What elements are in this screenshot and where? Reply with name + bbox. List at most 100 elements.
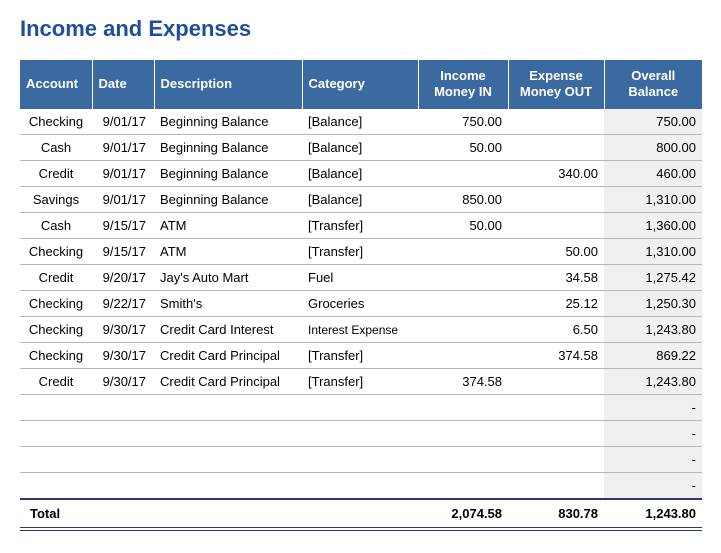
cell-expense [508, 395, 604, 421]
cell-income [418, 161, 508, 187]
cell-category: [Balance] [302, 187, 418, 213]
cell-balance: - [604, 421, 702, 447]
table-row: Savings9/01/17Beginning Balance[Balance]… [20, 187, 702, 213]
total-expense: 830.78 [508, 499, 604, 529]
cell-income: 50.00 [418, 213, 508, 239]
cell-expense: 374.58 [508, 343, 604, 369]
cell-description: Credit Card Principal [154, 369, 302, 395]
cell-expense [508, 109, 604, 135]
cell-balance: 1,310.00 [604, 187, 702, 213]
cell-expense [508, 473, 604, 500]
cell-description: Credit Card Principal [154, 343, 302, 369]
cell-expense: 50.00 [508, 239, 604, 265]
cell-date [92, 473, 154, 500]
cell-income: 750.00 [418, 109, 508, 135]
cell-description [154, 447, 302, 473]
table-row: Checking9/01/17Beginning Balance[Balance… [20, 109, 702, 135]
col-header-account: Account [20, 60, 92, 109]
cell-account: Checking [20, 291, 92, 317]
cell-account: Savings [20, 187, 92, 213]
cell-balance: 1,243.80 [604, 317, 702, 343]
cell-expense: 340.00 [508, 161, 604, 187]
col-header-category: Category [302, 60, 418, 109]
table-row: - [20, 473, 702, 500]
total-income: 2,074.58 [418, 499, 508, 529]
cell-date: 9/01/17 [92, 161, 154, 187]
cell-date: 9/01/17 [92, 187, 154, 213]
cell-expense [508, 213, 604, 239]
col-header-expense: ExpenseMoney OUT [508, 60, 604, 109]
cell-expense [508, 187, 604, 213]
cell-category: Interest Expense [302, 317, 418, 343]
cell-date: 9/01/17 [92, 135, 154, 161]
col-header-date: Date [92, 60, 154, 109]
cell-date: 9/15/17 [92, 213, 154, 239]
cell-expense [508, 447, 604, 473]
cell-category: [Balance] [302, 135, 418, 161]
table-row: Cash9/15/17ATM[Transfer]50.001,360.00 [20, 213, 702, 239]
cell-income [418, 395, 508, 421]
cell-account: Checking [20, 239, 92, 265]
cell-expense [508, 421, 604, 447]
table-row: - [20, 421, 702, 447]
cell-description: Jay's Auto Mart [154, 265, 302, 291]
cell-category: [Transfer] [302, 213, 418, 239]
table-row: Checking9/30/17Credit Card InterestInter… [20, 317, 702, 343]
cell-description: Smith's [154, 291, 302, 317]
cell-description: Credit Card Interest [154, 317, 302, 343]
cell-income: 50.00 [418, 135, 508, 161]
cell-income [418, 239, 508, 265]
table-row: Credit9/20/17Jay's Auto MartFuel34.581,2… [20, 265, 702, 291]
cell-category [302, 395, 418, 421]
cell-income [418, 447, 508, 473]
cell-balance: 1,275.42 [604, 265, 702, 291]
cell-category: [Balance] [302, 161, 418, 187]
cell-date: 9/20/17 [92, 265, 154, 291]
cell-account [20, 421, 92, 447]
cell-balance: 460.00 [604, 161, 702, 187]
cell-description: ATM [154, 213, 302, 239]
cell-category: [Transfer] [302, 369, 418, 395]
cell-expense: 6.50 [508, 317, 604, 343]
table-row: Checking9/30/17Credit Card Principal[Tra… [20, 343, 702, 369]
cell-category [302, 421, 418, 447]
cell-balance: 869.22 [604, 343, 702, 369]
cell-balance: 800.00 [604, 135, 702, 161]
cell-date: 9/22/17 [92, 291, 154, 317]
cell-category: Groceries [302, 291, 418, 317]
cell-account [20, 447, 92, 473]
cell-date [92, 421, 154, 447]
cell-income [418, 421, 508, 447]
cell-account [20, 473, 92, 500]
cell-income [418, 317, 508, 343]
table-row: Credit9/01/17Beginning Balance[Balance] 3… [20, 161, 702, 187]
cell-description [154, 473, 302, 500]
total-balance: 1,243.80 [604, 499, 702, 529]
cell-balance: 1,243.80 [604, 369, 702, 395]
col-header-balance: OverallBalance [604, 60, 702, 109]
col-header-desc: Description [154, 60, 302, 109]
cell-balance: - [604, 473, 702, 500]
cell-balance: 750.00 [604, 109, 702, 135]
table-footer: Total 2,074.58 830.78 1,243.80 [20, 499, 702, 529]
cell-account: Credit [20, 161, 92, 187]
cell-description: Beginning Balance [154, 109, 302, 135]
cell-description: Beginning Balance [154, 135, 302, 161]
cell-date [92, 447, 154, 473]
table-row: Checking9/22/17Smith'sGroceries25.121,25… [20, 291, 702, 317]
cell-account: Checking [20, 317, 92, 343]
cell-balance: 1,250.30 [604, 291, 702, 317]
cell-account: Credit [20, 265, 92, 291]
cell-description: ATM [154, 239, 302, 265]
ledger-table: Account Date Description Category Income… [20, 60, 702, 531]
cell-income [418, 291, 508, 317]
cell-description: Beginning Balance [154, 161, 302, 187]
table-row: Cash9/01/17Beginning Balance[Balance]50.… [20, 135, 702, 161]
cell-balance: - [604, 395, 702, 421]
cell-account: Cash [20, 213, 92, 239]
cell-description: Beginning Balance [154, 187, 302, 213]
cell-income [418, 473, 508, 500]
cell-date: 9/30/17 [92, 317, 154, 343]
cell-category [302, 473, 418, 500]
total-label: Total [20, 499, 418, 529]
